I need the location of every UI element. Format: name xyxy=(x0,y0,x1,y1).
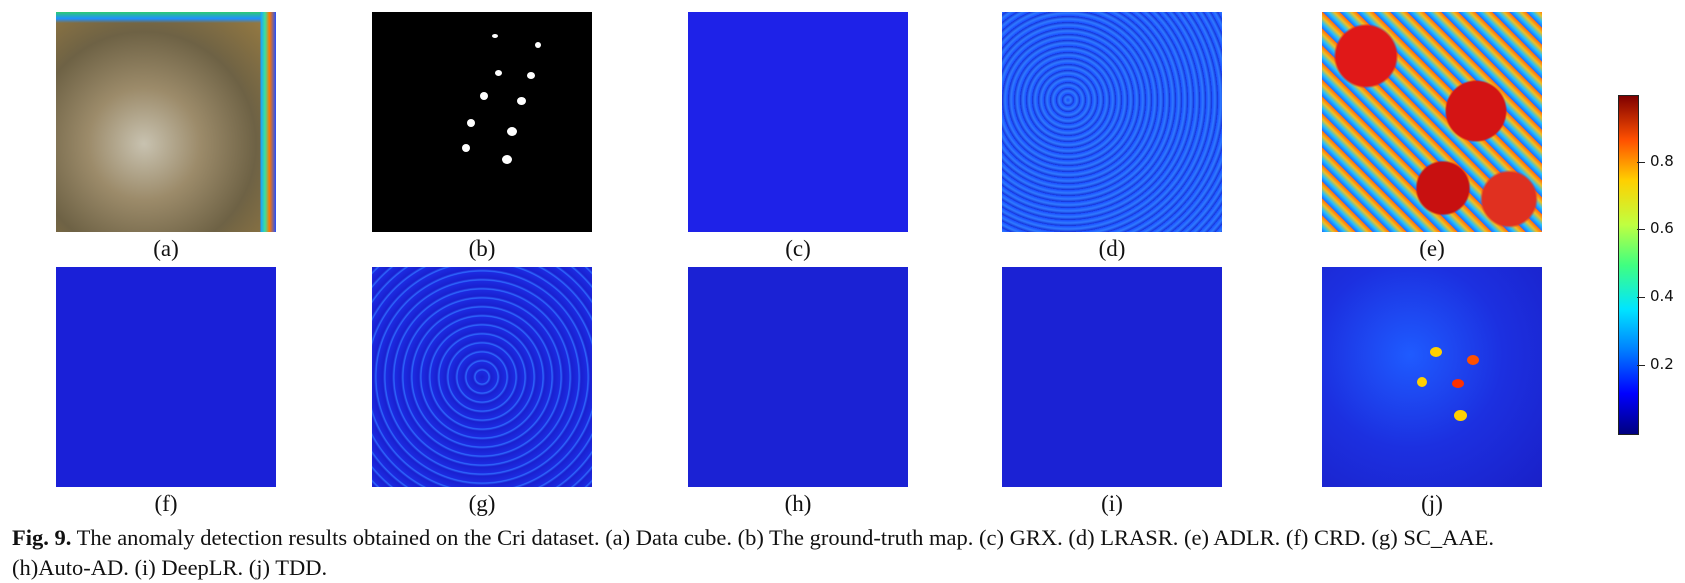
caption-line-1: The anomaly detection results obtained o… xyxy=(71,525,1494,550)
gt-anomaly xyxy=(462,144,470,152)
panel-label: (f) xyxy=(154,491,178,516)
colorbar-tick-label: 0.2 xyxy=(1650,355,1674,373)
panel-label: (g) xyxy=(468,491,496,516)
tdd-hotspot xyxy=(1454,410,1467,421)
caption-line-2: (h)Auto-AD. (i) DeepLR. (j) TDD. xyxy=(12,555,328,580)
colorbar-tick xyxy=(1637,365,1645,366)
colorbar-tick xyxy=(1637,297,1645,298)
panel-j-tdd xyxy=(1322,267,1542,487)
gt-anomaly xyxy=(535,42,541,48)
panel-label: (c) xyxy=(785,236,811,261)
gt-anomaly xyxy=(480,92,488,100)
panel-e-adlr xyxy=(1322,12,1542,232)
panel-c-grx xyxy=(688,12,908,232)
panel-i-deeplr xyxy=(1002,267,1222,487)
figure-label: Fig. 9. xyxy=(12,525,72,550)
tdd-hotspot xyxy=(1452,379,1464,388)
panel-label: (h) xyxy=(784,491,812,516)
gt-anomaly xyxy=(517,97,526,105)
panel-label: (e) xyxy=(1419,236,1445,261)
panel-h-auto-ad xyxy=(688,267,908,487)
panel-a-data-cube xyxy=(56,12,276,232)
gt-anomaly xyxy=(507,127,517,136)
panel-b-ground-truth xyxy=(372,12,592,232)
gt-anomaly xyxy=(495,70,502,76)
gt-anomaly xyxy=(502,155,512,164)
gt-anomaly xyxy=(527,72,535,79)
tdd-hotspot xyxy=(1430,347,1442,357)
colorbar-tick-label: 0.8 xyxy=(1650,152,1674,170)
panel-f-crd xyxy=(56,267,276,487)
panel-label: (a) xyxy=(153,236,179,261)
colorbar-tick xyxy=(1637,162,1645,163)
colorbar-tick-label: 0.6 xyxy=(1650,219,1674,237)
figure-caption: Fig. 9. The anomaly detection results ob… xyxy=(12,523,1677,583)
gt-anomaly xyxy=(492,34,498,38)
panel-label: (d) xyxy=(1098,236,1126,261)
panel-g-sc-aae xyxy=(372,267,592,487)
colorbar-tick xyxy=(1637,229,1645,230)
panel-label: (b) xyxy=(468,236,496,261)
tdd-hotspot xyxy=(1467,355,1479,365)
panel-label: (j) xyxy=(1421,491,1443,516)
panel-d-lrasr xyxy=(1002,12,1222,232)
gt-anomaly xyxy=(467,119,475,127)
colorbar-tick-label: 0.4 xyxy=(1650,287,1674,305)
colorbar xyxy=(1618,95,1639,435)
tdd-hotspot xyxy=(1417,377,1427,387)
panel-label: (i) xyxy=(1101,491,1123,516)
